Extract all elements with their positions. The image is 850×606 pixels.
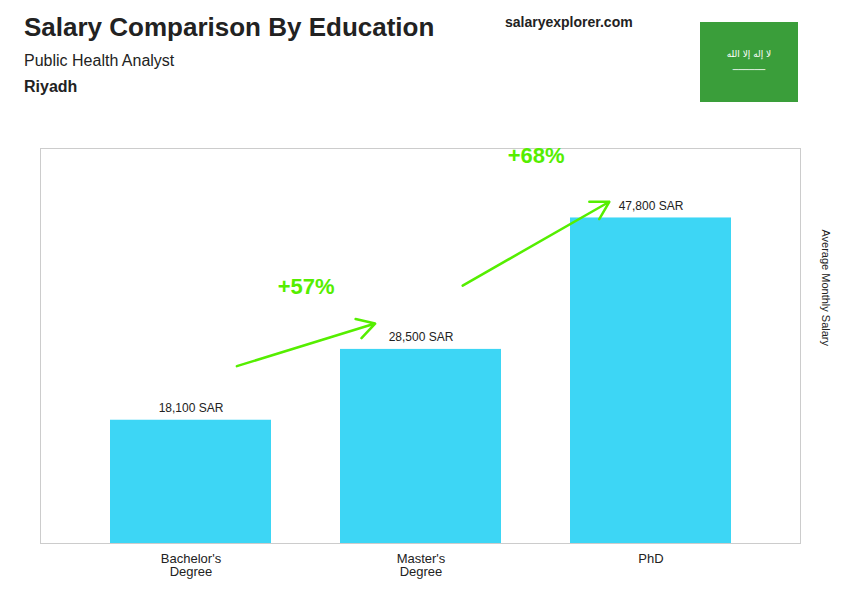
svg-text:Bachelor'sDegree: Bachelor'sDegree <box>161 551 222 579</box>
svg-text:+68%: +68% <box>508 143 565 168</box>
html-text:salaryexplorer.com: salaryexplorer.com <box>505 14 633 30</box>
svg-text:+57%: +57% <box>278 274 335 299</box>
svg-text:28,500 SAR: 28,500 SAR <box>389 330 454 344</box>
svg-text:Master'sDegree: Master'sDegree <box>397 551 446 579</box>
svg-text:PhD: PhD <box>638 551 663 566</box>
html-text:Salary Comparison By Education: Salary Comparison By Education <box>24 12 435 42</box>
svg-text:Average Monthly Salary: Average Monthly Salary <box>820 229 832 346</box>
html-text:Public Health Analyst: Public Health Analyst <box>24 52 175 69</box>
svg-text:18,100 SAR: 18,100 SAR <box>159 401 224 415</box>
html-text:لا إله إلا الله: لا إله إلا الله <box>726 49 772 59</box>
svg-text:47,800 SAR: 47,800 SAR <box>619 199 684 213</box>
html-text:Riyadh: Riyadh <box>24 78 78 95</box>
